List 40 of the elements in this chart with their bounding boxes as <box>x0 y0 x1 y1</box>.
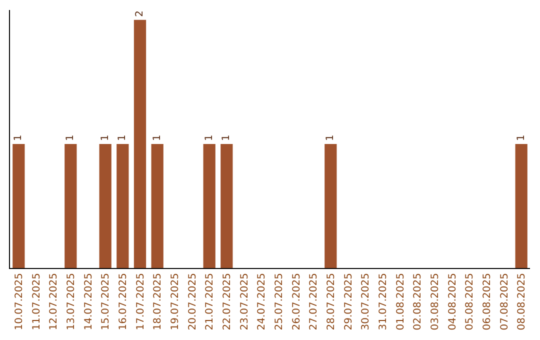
data-label: 1 <box>204 134 215 141</box>
x-tick-label: 01.08.2025 <box>395 273 406 330</box>
x-tick-label: 11.07.2025 <box>31 273 42 330</box>
data-label: 1 <box>221 134 232 141</box>
x-tick-label: 04.08.2025 <box>447 273 458 330</box>
data-label: 1 <box>100 134 111 141</box>
x-tick-label: 25.07.2025 <box>274 273 285 330</box>
x-tick-label: 12.07.2025 <box>48 273 60 330</box>
x-tick-label: 17.07.2025 <box>135 273 146 330</box>
x-tick-label: 06.08.2025 <box>482 273 493 330</box>
x-tick-label: 20.07.2025 <box>187 273 198 330</box>
x-tick-label: 10.07.2025 <box>14 273 25 330</box>
x-tick-label: 21.07.2025 <box>204 273 216 330</box>
data-label: 1 <box>65 134 76 141</box>
x-tick-label: 18.07.2025 <box>152 273 164 330</box>
x-tick-label: 03.08.2025 <box>430 273 441 330</box>
x-tick-label: 15.07.2025 <box>100 273 112 330</box>
x-tick-label: 13.07.2025 <box>66 273 77 330</box>
data-label: 1 <box>152 134 163 141</box>
x-tick-label: 08.08.2025 <box>516 273 528 330</box>
x-tick-label: 29.07.2025 <box>343 273 354 330</box>
data-label: 1 <box>117 134 128 141</box>
data-label: 2 <box>134 10 146 17</box>
x-tick-label: 14.07.2025 <box>83 273 94 330</box>
x-tick-label: 26.07.2025 <box>291 273 302 330</box>
x-tick-label: 24.07.2025 <box>256 273 268 330</box>
x-tick-label: 02.08.2025 <box>412 273 424 330</box>
data-label: 1 <box>325 134 336 141</box>
x-tick-label: 19.07.2025 <box>170 273 181 330</box>
data-label: 1 <box>13 134 24 141</box>
data-label: 1 <box>516 134 527 141</box>
x-tick-label: 31.07.2025 <box>378 273 389 330</box>
x-tick-label: 16.07.2025 <box>118 273 129 330</box>
x-tick-label: 23.07.2025 <box>239 273 250 330</box>
x-tick-label: 28.07.2025 <box>326 273 337 330</box>
x-tick-label: 22.07.2025 <box>222 273 233 330</box>
x-tick-label: 05.08.2025 <box>464 273 476 330</box>
x-tick-label: 07.08.2025 <box>499 273 510 330</box>
x-tick-label: 27.07.2025 <box>308 273 320 330</box>
x-tick-label: 30.07.2025 <box>360 273 372 330</box>
